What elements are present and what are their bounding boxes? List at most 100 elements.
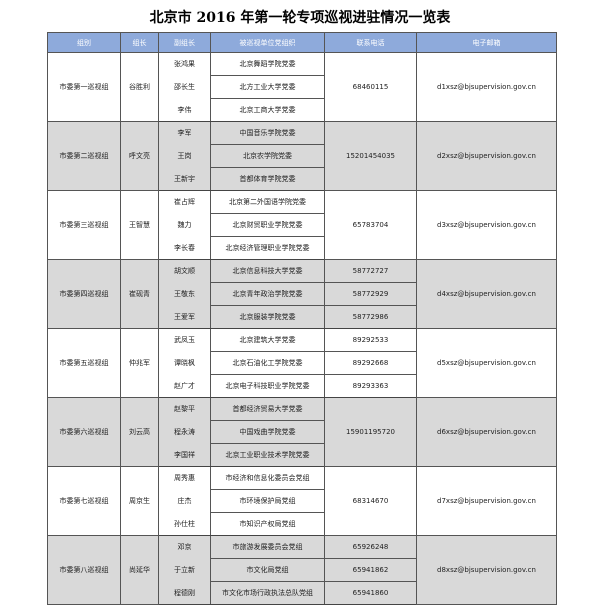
- contact-phone: 15901195720: [324, 397, 417, 467]
- group-leader: 谷胜利: [120, 52, 159, 122]
- group-leader: 崔砚青: [120, 259, 159, 329]
- contact-email: d4xsz@bjsupervision.gov.cn: [416, 259, 557, 329]
- deputy-leader: 谭晓枫: [158, 351, 211, 375]
- deputy-leader: 王新宇: [158, 167, 211, 191]
- table-row: 王爱军 北京服装学院党委 58772986: [48, 305, 557, 329]
- table-row: 于立新 市文化局党组 65941862: [48, 558, 557, 582]
- table-row: 李长春 北京经济管理职业学院党委: [48, 236, 557, 260]
- inspected-unit: 北京建筑大学党委: [210, 328, 325, 352]
- inspected-unit: 市文化市场行政执法总队党组: [210, 581, 325, 605]
- contact-phone: 89292533: [324, 328, 417, 352]
- inspected-unit: 首都体育学院党委: [210, 167, 325, 191]
- contact-phone: 65941860: [324, 581, 417, 605]
- inspected-unit: 北京农学院党委: [210, 144, 325, 168]
- group-name: 市委第八巡视组: [47, 535, 121, 605]
- contact-email: d3xsz@bjsupervision.gov.cn: [416, 190, 557, 260]
- group-leader: 王智慧: [120, 190, 159, 260]
- deputy-leader: 邵长生: [158, 75, 211, 99]
- header-row: 组别 组长 副组长 被巡视单位党组织 联系电话 电子邮箱: [47, 32, 557, 53]
- table-row: 市委第三巡视组 王智慧 崔占辉 北京第二外国语学院党委 65783704 d3xsz@bj…: [47, 190, 557, 260]
- deputy-leader: 李伟: [158, 98, 211, 122]
- table-row: 庄杰 市环境保护局党组: [48, 489, 557, 513]
- table-row: 王敬东 北京青年政治学院党委 58772929: [48, 282, 557, 306]
- inspected-unit: 市旅游发展委员会党组: [210, 535, 325, 559]
- contact-phone: 58772929: [324, 282, 417, 306]
- inspected-unit: 北京舞蹈学院党委: [210, 52, 325, 76]
- contact-phone: 89293363: [324, 374, 417, 398]
- table-row: 市委第八巡视组 尚延华 邓京 市旅游发展委员会党组 65926248 d8xsz@bjsu…: [47, 535, 557, 605]
- inspected-unit: 北京电子科技职业学院党委: [210, 374, 325, 398]
- contact-email: d5xsz@bjsupervision.gov.cn: [416, 328, 557, 398]
- inspection-table: 组别 组长 副组长 被巡视单位党组织 联系电话 电子邮箱 市委第一巡视组 谷胜利张…: [47, 32, 557, 605]
- table-row: 邵长生 北方工业大学党委: [48, 75, 557, 99]
- table-row: 魏力 北京财贸职业学院党委: [48, 213, 557, 237]
- inspected-unit: 北京第二外国语学院党委: [210, 190, 325, 214]
- header-leader: 组长: [120, 32, 159, 53]
- contact-phone: 68314670: [324, 466, 417, 536]
- inspected-unit: 北京工商大学党委: [210, 98, 325, 122]
- group-leader: 尚延华: [120, 535, 159, 605]
- contact-email: d1xsz@bjsupervision.gov.cn: [416, 52, 557, 122]
- inspected-unit: 北京石油化工学院党委: [210, 351, 325, 375]
- inspected-unit: 北京服装学院党委: [210, 305, 325, 329]
- deputy-leader: 孙仕柱: [158, 512, 211, 536]
- group-name: 市委第二巡视组: [47, 121, 121, 191]
- table-row: 孙仕柱 市知识产权局党组: [48, 512, 557, 536]
- table-row: 市委第七巡视组 周京生 周秀惠 市经济和信息化委员会党组 68314670 d7xsz@b…: [47, 466, 557, 536]
- contact-phone: 15201454035: [324, 121, 417, 191]
- deputy-leader: 程德刚: [158, 581, 211, 605]
- group-leader: 仲兆军: [120, 328, 159, 398]
- header-email: 电子邮箱: [416, 32, 557, 53]
- contact-phone: 65926248: [324, 535, 417, 559]
- contact-phone: 58772727: [324, 259, 417, 283]
- deputy-leader: 张鸿果: [158, 52, 211, 76]
- deputy-leader: 于立新: [158, 558, 211, 582]
- inspected-unit: 北京信息科技大学党委: [210, 259, 325, 283]
- header-deputy: 副组长: [158, 32, 211, 53]
- deputy-leader: 李国祥: [158, 443, 211, 467]
- inspected-unit: 市文化局党组: [210, 558, 325, 582]
- inspected-unit: 市经济和信息化委员会党组: [210, 466, 325, 490]
- group-name: 市委第七巡视组: [47, 466, 121, 536]
- header-unit: 被巡视单位党组织: [210, 32, 325, 53]
- inspected-unit: 北方工业大学党委: [210, 75, 325, 99]
- group-leader: 呼文亮: [120, 121, 159, 191]
- inspected-unit: 北京财贸职业学院党委: [210, 213, 325, 237]
- inspected-unit: 北京经济管理职业学院党委: [210, 236, 325, 260]
- table-row: 谭晓枫 北京石油化工学院党委 89292668: [48, 351, 557, 375]
- deputy-leader: 赵黎平: [158, 397, 211, 421]
- inspected-unit: 首都经济贸易大学党委: [210, 397, 325, 421]
- contact-phone: 58772986: [324, 305, 417, 329]
- contact-email: d2xsz@bjsupervision.gov.cn: [416, 121, 557, 191]
- header-phone: 联系电话: [324, 32, 417, 53]
- header-group: 组别: [47, 32, 121, 53]
- deputy-leader: 魏力: [158, 213, 211, 237]
- group-name: 市委第五巡视组: [47, 328, 121, 398]
- contact-phone: 89292668: [324, 351, 417, 375]
- contact-phone: 65783704: [324, 190, 417, 260]
- deputy-leader: 李长春: [158, 236, 211, 260]
- group-leader: 周京生: [120, 466, 159, 536]
- deputy-leader: 王敬东: [158, 282, 211, 306]
- contact-email: d7xsz@bjsupervision.gov.cn: [416, 466, 557, 536]
- inspected-unit: 北京青年政治学院党委: [210, 282, 325, 306]
- deputy-leader: 崔占辉: [158, 190, 211, 214]
- inspected-unit: 中国戏曲学院党委: [210, 420, 325, 444]
- page-title: 北京市 2016 年第一轮专项巡视进驻情况一览表: [149, 10, 451, 26]
- group-name: 市委第六巡视组: [47, 397, 121, 467]
- table-row: 市委第一巡视组 谷胜利 张鸿果 北京舞蹈学院党委 68460115 d1xsz@bjsup…: [47, 52, 557, 122]
- contact-phone: 65941862: [324, 558, 417, 582]
- deputy-leader: 邓京: [158, 535, 211, 559]
- deputy-leader: 武凤玉: [158, 328, 211, 352]
- table-row: 赵广才 北京电子科技职业学院党委 89293363: [48, 374, 557, 398]
- deputy-leader: 李军: [158, 121, 211, 145]
- group-name: 市委第一巡视组: [47, 52, 121, 122]
- deputy-leader: 赵广才: [158, 374, 211, 398]
- table-row: 市委第四巡视组 崔砚青 胡文顺 北京信息科技大学党委 58772727 d4xsz@bjs…: [47, 259, 557, 329]
- inspected-unit: 市知识产权局党组: [210, 512, 325, 536]
- deputy-leader: 胡文顺: [158, 259, 211, 283]
- contact-email: d8xsz@bjsupervision.gov.cn: [416, 535, 557, 605]
- group-name: 市委第三巡视组: [47, 190, 121, 260]
- deputy-leader: 程永涛: [158, 420, 211, 444]
- deputy-leader: 庄杰: [158, 489, 211, 513]
